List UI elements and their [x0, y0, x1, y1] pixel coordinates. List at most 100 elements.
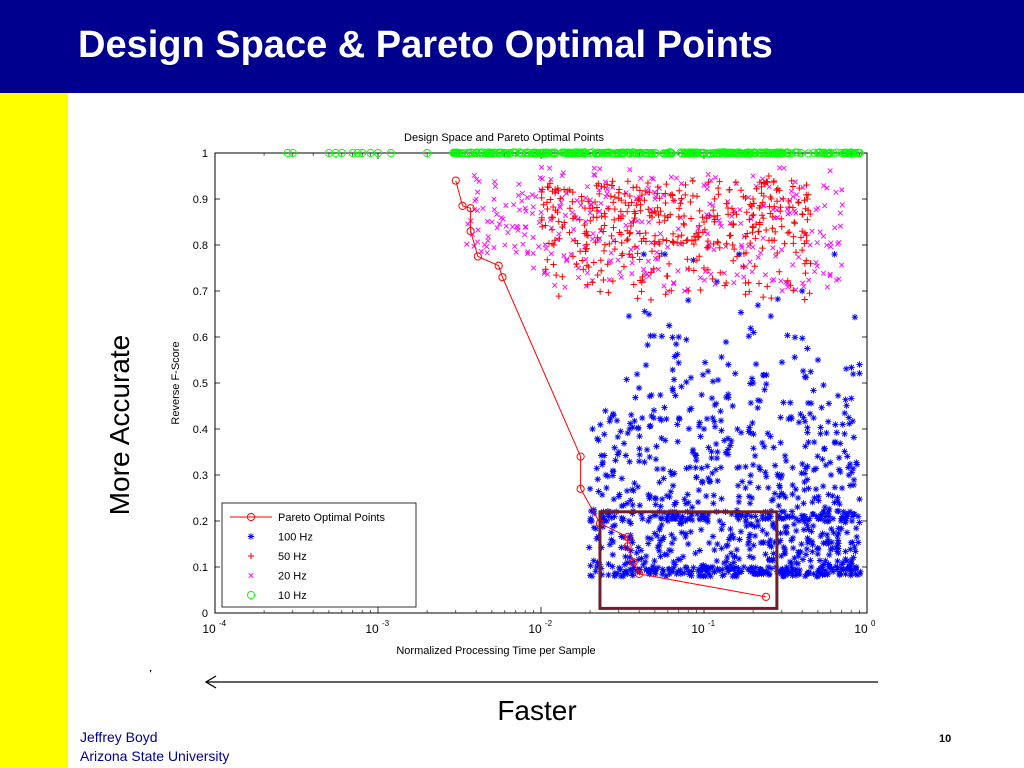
point-100hz — [805, 526, 812, 533]
pareto-point — [576, 452, 585, 461]
point-100hz — [844, 453, 851, 460]
point-50hz — [583, 241, 590, 248]
point-100hz — [618, 533, 625, 540]
point-100hz — [821, 567, 829, 574]
point-100hz — [714, 565, 721, 572]
point-100hz — [724, 391, 732, 398]
point-100hz — [779, 573, 787, 580]
legend-label: 100 Hz — [278, 532, 313, 544]
point-100hz — [590, 524, 598, 531]
point-100hz — [611, 513, 618, 520]
point-100hz — [659, 536, 667, 543]
point-100hz — [635, 458, 643, 465]
point-20hz — [562, 212, 569, 218]
point-100hz — [775, 502, 782, 509]
point-100hz — [822, 557, 829, 564]
point-100hz — [712, 440, 720, 448]
point-100hz — [777, 414, 784, 421]
point-50hz — [789, 183, 797, 190]
point-20hz — [525, 249, 531, 255]
point-100hz — [705, 539, 713, 547]
point-10hz — [796, 148, 806, 158]
point-20hz — [705, 231, 711, 237]
point-100hz — [609, 472, 617, 479]
point-20hz — [832, 225, 838, 231]
point-100hz — [723, 542, 730, 550]
point-100hz — [808, 563, 815, 571]
point-100hz — [803, 545, 811, 553]
point-100hz — [696, 547, 703, 554]
point-100hz — [824, 510, 832, 518]
x-tick-exponent: -2 — [545, 619, 553, 628]
point-50hz — [804, 216, 811, 223]
point-20hz — [511, 202, 517, 208]
point-100hz — [645, 311, 653, 318]
x-tick-exponent: -1 — [708, 619, 716, 628]
point-100hz — [595, 488, 602, 495]
point-100hz — [645, 540, 652, 547]
point-100hz — [797, 410, 804, 418]
point-50hz — [714, 184, 722, 192]
point-50hz — [770, 178, 777, 186]
point-20hz — [646, 219, 652, 225]
point-100hz — [689, 516, 696, 524]
point-100hz — [717, 417, 725, 424]
point-20hz — [776, 165, 783, 171]
point-50hz — [628, 199, 635, 206]
point-100hz — [780, 399, 787, 406]
point-20hz — [584, 270, 591, 276]
point-10hz — [714, 148, 723, 157]
point-100hz — [663, 492, 671, 499]
point-50hz — [581, 204, 589, 212]
point-100hz — [762, 568, 770, 575]
point-100hz — [748, 513, 755, 520]
point-100hz — [705, 510, 712, 518]
point-100hz — [817, 430, 824, 437]
point-20hz — [824, 242, 830, 248]
point-20hz — [827, 168, 833, 174]
point-50hz — [749, 195, 757, 203]
point-100hz — [629, 501, 636, 509]
point-100hz — [670, 376, 678, 383]
point-100hz — [593, 465, 600, 472]
point-100hz — [642, 361, 650, 369]
point-50hz — [582, 248, 589, 255]
point-100hz — [778, 570, 785, 577]
point-100hz — [815, 515, 822, 522]
point-100hz — [841, 430, 848, 438]
point-20hz — [474, 189, 481, 195]
legend-marker — [247, 533, 255, 540]
point-100hz — [734, 513, 741, 520]
point-50hz — [656, 219, 663, 226]
point-100hz — [611, 572, 618, 579]
point-100hz — [646, 423, 653, 430]
author-block: Jeffrey Boyd Arizona State University — [80, 728, 229, 766]
point-100hz — [650, 414, 658, 422]
point-50hz — [803, 257, 810, 264]
point-100hz — [658, 333, 666, 340]
point-100hz — [734, 425, 741, 433]
point-100hz — [821, 503, 829, 511]
point-10hz — [505, 149, 514, 158]
point-100hz — [752, 564, 759, 571]
point-100hz — [842, 515, 850, 522]
point-100hz — [698, 568, 705, 575]
point-50hz — [668, 287, 675, 294]
point-100hz — [646, 492, 654, 500]
point-50hz — [626, 192, 634, 200]
point-100hz — [837, 468, 844, 476]
point-20hz — [546, 165, 553, 171]
point-100hz — [814, 356, 822, 364]
point-50hz — [566, 229, 573, 236]
point-100hz — [842, 365, 850, 373]
point-100hz — [769, 520, 777, 527]
point-100hz — [819, 483, 827, 490]
point-20hz — [583, 245, 589, 251]
point-10hz — [829, 149, 838, 158]
point-100hz — [804, 345, 811, 352]
point-100hz — [810, 387, 817, 394]
y-tick-label: 0.6 — [193, 332, 208, 344]
point-100hz — [620, 502, 627, 509]
point-100hz — [658, 495, 666, 503]
point-20hz — [634, 244, 640, 251]
